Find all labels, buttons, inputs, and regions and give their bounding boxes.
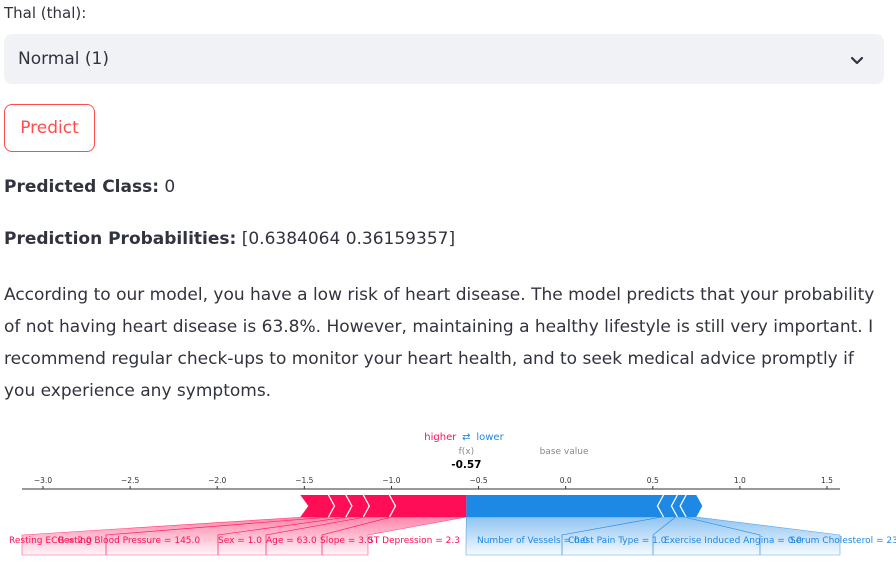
x-tick-label: 0.0 xyxy=(560,476,572,485)
positive-segment-divider xyxy=(388,494,397,518)
positive-feature-label: Age = 63.0 xyxy=(266,536,317,546)
x-tick-label: 0.5 xyxy=(647,476,659,485)
negative-segment-divider xyxy=(679,494,687,518)
predicted-class-label: Predicted Class: xyxy=(4,177,160,197)
thal-select-value: Normal (1) xyxy=(18,49,109,69)
legend-lower: lower xyxy=(476,432,504,443)
x-tick-label: −0.5 xyxy=(469,476,487,485)
positive-segment-divider xyxy=(345,494,353,518)
positive-feature-label: Slope = 3.0 xyxy=(320,536,373,546)
positive-feature-label: ST Depression = 2.3 xyxy=(368,536,460,546)
legend-arrow-icon: ⇄ xyxy=(462,432,470,443)
prediction-probabilities-value: [0.6384064 0.36159357] xyxy=(236,229,456,249)
prediction-probabilities-label: Prediction Probabilities: xyxy=(4,229,237,249)
positive-feature-label: Sex = 1.0 xyxy=(218,536,262,546)
predict-button[interactable]: Predict xyxy=(4,104,95,152)
positive-force-bar xyxy=(300,495,467,517)
predicted-class-value: 0 xyxy=(159,177,176,197)
risk-message: According to our model, you have a low r… xyxy=(4,285,875,401)
negative-segment-divider xyxy=(656,494,665,518)
chevron-down-icon xyxy=(850,51,864,70)
x-tick-label: −1.5 xyxy=(295,476,313,485)
negative-force-bar xyxy=(466,495,703,517)
positive-segment-divider xyxy=(327,494,336,518)
x-tick-label: −2.0 xyxy=(208,476,226,485)
positive-feature-label: Resting Blood Pressure = 145.0 xyxy=(58,536,200,546)
positive-feature-label: Resting ECG = 2.0 xyxy=(9,536,92,546)
thal-select[interactable]: Normal (1) xyxy=(4,34,884,84)
negative-segment-divider xyxy=(670,494,678,518)
predicted-class: Predicted Class: 0 xyxy=(4,177,175,197)
fx-label: f(x) xyxy=(459,447,475,457)
prediction-probabilities: Prediction Probabilities: [0.6384064 0.3… xyxy=(4,229,455,249)
x-tick-label: −3.0 xyxy=(34,476,52,485)
thal-label: Thal (thal): xyxy=(4,4,87,22)
x-tick-label: 1.5 xyxy=(821,476,833,485)
x-tick-label: −2.5 xyxy=(121,476,139,485)
negative-feature-label: Number of Vessels = 0.0 xyxy=(477,536,588,546)
x-tick-label: −1.0 xyxy=(382,476,400,485)
negative-feature-label: Chest Pain Type = 1.0 xyxy=(568,536,667,546)
positive-segment-divider xyxy=(362,494,371,518)
base-value-label: base value xyxy=(540,447,589,457)
negative-feature-label: Serum Cholesterol = 233.0 xyxy=(790,536,896,546)
negative-feature-label: Exercise Induced Angina = 0.0 xyxy=(664,536,802,546)
x-tick-label: 1.0 xyxy=(734,476,746,485)
fx-value: -0.57 xyxy=(451,459,481,471)
legend-higher: higher xyxy=(424,432,457,443)
